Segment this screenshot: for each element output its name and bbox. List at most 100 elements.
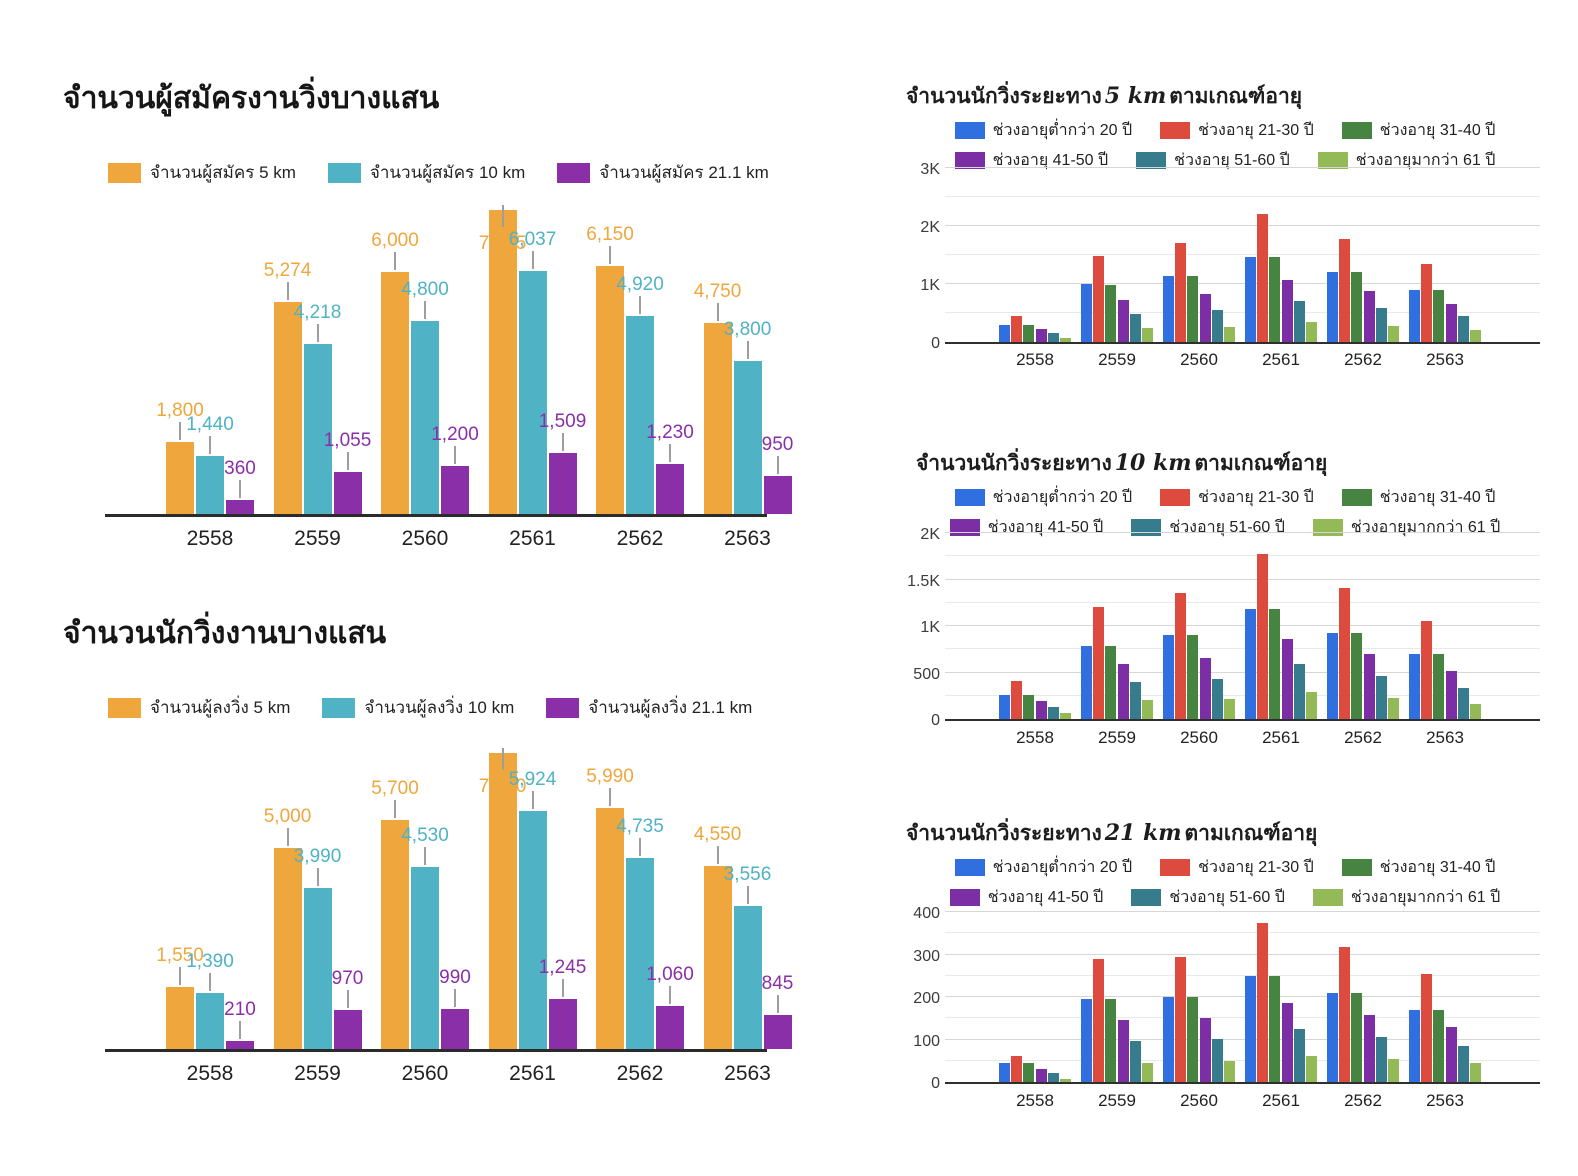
bar-2558-s2[interactable] bbox=[1023, 325, 1035, 342]
bar-2558-s2[interactable] bbox=[226, 500, 254, 514]
bar-2561-s3[interactable] bbox=[1281, 639, 1293, 719]
bar-2560-s2[interactable] bbox=[1187, 635, 1199, 719]
legend-item[interactable]: จำนวนผู้ลงวิ่ง 5 km bbox=[108, 694, 290, 721]
bar-2560-s2[interactable] bbox=[1187, 276, 1199, 342]
bar-2560-s2[interactable] bbox=[441, 466, 469, 514]
bar-2558-s1[interactable] bbox=[1011, 1056, 1023, 1082]
bar-2559-s5[interactable] bbox=[1142, 700, 1153, 719]
bar-2563-s5[interactable] bbox=[1470, 704, 1481, 719]
legend-item[interactable]: ช่วงอายุ 51-60 ปี bbox=[1131, 515, 1285, 540]
bar-2560-s0[interactable] bbox=[1163, 635, 1174, 719]
bar-2558-s1[interactable] bbox=[1011, 681, 1023, 719]
bar-2561-s0[interactable] bbox=[488, 210, 517, 514]
bar-2560-s0[interactable] bbox=[1163, 276, 1174, 342]
bar-2562-s1[interactable] bbox=[1339, 239, 1351, 342]
bar-2562-s3[interactable] bbox=[1363, 291, 1375, 342]
bar-2559-s0[interactable] bbox=[273, 302, 302, 514]
bar-2561-s4[interactable] bbox=[1293, 664, 1305, 719]
bar-2562-s0[interactable] bbox=[1327, 633, 1338, 719]
legend-item[interactable]: ช่วงอายุ 41-50 ปี bbox=[954, 148, 1108, 173]
bar-2559-s4[interactable] bbox=[1129, 1041, 1141, 1082]
bar-2563-s0[interactable] bbox=[1409, 290, 1420, 342]
bar-2559-s5[interactable] bbox=[1142, 328, 1153, 342]
bar-2563-s3[interactable] bbox=[1445, 1027, 1457, 1082]
bar-2561-s1[interactable] bbox=[1257, 214, 1269, 342]
bar-2563-s4[interactable] bbox=[1457, 316, 1469, 342]
bar-2560-s1[interactable] bbox=[1175, 593, 1187, 719]
bar-2562-s0[interactable] bbox=[1327, 272, 1338, 342]
bar-2562-s5[interactable] bbox=[1388, 698, 1399, 719]
bar-2563-s1[interactable] bbox=[1421, 264, 1433, 342]
bar-2562-s3[interactable] bbox=[1363, 654, 1375, 719]
bar-2562-s0[interactable] bbox=[596, 266, 624, 514]
bar-2561-s1[interactable] bbox=[1257, 923, 1269, 1082]
legend-item[interactable]: ช่วงอายุ 51-60 ปี bbox=[1131, 885, 1285, 910]
legend-item[interactable]: ช่วงอายุต่ำกว่า 20 ปี bbox=[954, 855, 1132, 880]
bar-2560-s4[interactable] bbox=[1211, 1039, 1223, 1082]
bar-2560-s1[interactable] bbox=[1175, 957, 1187, 1082]
bar-2558-s2[interactable] bbox=[1023, 1063, 1035, 1082]
bar-2558-s0[interactable] bbox=[999, 325, 1010, 342]
bar-2561-s1[interactable] bbox=[518, 811, 547, 1049]
legend-item[interactable]: ช่วงอายุ 31-40 ปี bbox=[1341, 118, 1495, 143]
bar-2563-s0[interactable] bbox=[1409, 654, 1420, 719]
bar-2562-s2[interactable] bbox=[1351, 993, 1363, 1082]
bar-2559-s4[interactable] bbox=[1129, 314, 1141, 342]
bar-2563-s1[interactable] bbox=[733, 906, 762, 1049]
bar-2562-s0[interactable] bbox=[1327, 993, 1338, 1082]
bar-2560-s4[interactable] bbox=[1211, 679, 1223, 719]
legend-item[interactable]: จำนวนผู้ลงวิ่ง 21.1 km bbox=[546, 694, 752, 721]
bar-2558-s1[interactable] bbox=[196, 993, 224, 1049]
bar-2561-s1[interactable] bbox=[1257, 554, 1269, 719]
legend-item[interactable]: ช่วงอายุ 51-60 ปี bbox=[1136, 148, 1290, 173]
bar-2561-s5[interactable] bbox=[1306, 692, 1317, 719]
bar-2560-s4[interactable] bbox=[1211, 310, 1223, 342]
bar-2560-s5[interactable] bbox=[1224, 327, 1235, 342]
bar-2559-s1[interactable] bbox=[1093, 256, 1105, 342]
bar-2558-s5[interactable] bbox=[1060, 1079, 1071, 1082]
bar-2562-s1[interactable] bbox=[1339, 588, 1351, 719]
bar-2563-s2[interactable] bbox=[1433, 654, 1445, 719]
bar-2559-s0[interactable] bbox=[273, 848, 302, 1049]
bar-2559-s1[interactable] bbox=[1093, 959, 1105, 1082]
bar-2560-s2[interactable] bbox=[441, 1009, 469, 1049]
legend-item[interactable]: ช่วงอายุมากว่า 61 ปี bbox=[1317, 148, 1495, 173]
bar-2563-s4[interactable] bbox=[1457, 688, 1469, 719]
bar-2563-s5[interactable] bbox=[1470, 1063, 1481, 1082]
bar-2558-s4[interactable] bbox=[1047, 707, 1059, 719]
bar-2562-s1[interactable] bbox=[626, 316, 654, 514]
bar-2559-s1[interactable] bbox=[303, 888, 332, 1049]
bar-2558-s5[interactable] bbox=[1060, 338, 1071, 342]
bar-2563-s1[interactable] bbox=[1421, 621, 1433, 719]
bar-2562-s2[interactable] bbox=[656, 464, 684, 514]
bar-2560-s3[interactable] bbox=[1199, 658, 1211, 719]
bar-2562-s0[interactable] bbox=[596, 808, 624, 1049]
bar-2558-s4[interactable] bbox=[1047, 333, 1059, 342]
bar-2562-s2[interactable] bbox=[1351, 633, 1363, 719]
bar-2561-s2[interactable] bbox=[1269, 976, 1281, 1082]
legend-item[interactable]: ช่วงอายุต่ำกว่า 20 ปี bbox=[954, 485, 1132, 510]
legend-item[interactable]: จำนวนผู้สมัคร 5 km bbox=[108, 159, 296, 186]
bar-2558-s5[interactable] bbox=[1060, 713, 1071, 719]
bar-2561-s2[interactable] bbox=[1269, 609, 1281, 719]
bar-2561-s5[interactable] bbox=[1306, 322, 1317, 342]
bar-2558-s3[interactable] bbox=[1035, 701, 1047, 719]
bar-2563-s5[interactable] bbox=[1470, 330, 1481, 342]
bar-2559-s0[interactable] bbox=[1081, 999, 1092, 1082]
legend-item[interactable]: ช่วงอายุต่ำกว่า 20 ปี bbox=[954, 118, 1132, 143]
bar-2558-s2[interactable] bbox=[1023, 695, 1035, 719]
bar-2561-s0[interactable] bbox=[1245, 609, 1256, 719]
bar-2560-s5[interactable] bbox=[1224, 699, 1235, 719]
bar-2563-s2[interactable] bbox=[1433, 1010, 1445, 1082]
bar-2558-s1[interactable] bbox=[1011, 316, 1023, 342]
bar-2562-s4[interactable] bbox=[1375, 308, 1387, 342]
bar-2558-s4[interactable] bbox=[1047, 1073, 1059, 1082]
bar-2560-s0[interactable] bbox=[381, 272, 409, 514]
bar-2563-s1[interactable] bbox=[733, 361, 762, 514]
bar-2558-s0[interactable] bbox=[999, 1063, 1010, 1082]
bar-2563-s0[interactable] bbox=[703, 323, 732, 514]
bar-2560-s1[interactable] bbox=[1175, 243, 1187, 342]
legend-item[interactable]: ช่วงอายุ 21-30 ปี bbox=[1160, 118, 1314, 143]
legend-item[interactable]: ช่วงอายุ 41-50 ปี bbox=[949, 885, 1103, 910]
bar-2563-s3[interactable] bbox=[1445, 304, 1457, 342]
